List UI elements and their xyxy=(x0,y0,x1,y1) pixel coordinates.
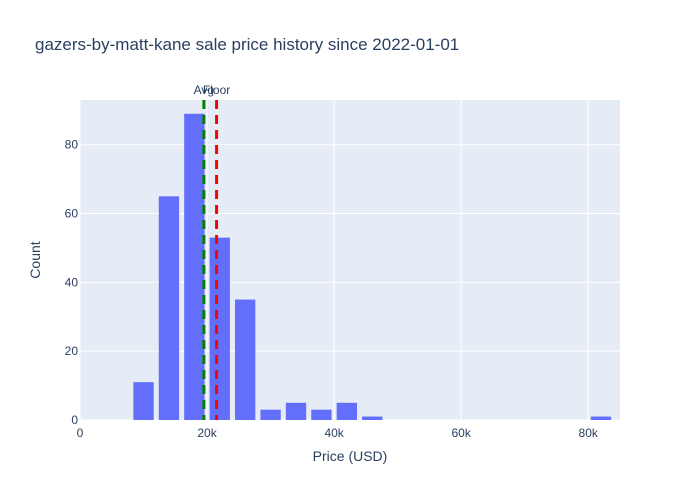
y-tick-label: 80 xyxy=(65,138,79,152)
histogram-bar[interactable] xyxy=(311,409,332,420)
chart-title: gazers-by-matt-kane sale price history s… xyxy=(35,35,459,54)
y-tick-label: 40 xyxy=(65,275,79,289)
bars xyxy=(133,113,612,421)
x-tick-label: 40k xyxy=(324,426,344,440)
x-tick-label: 80k xyxy=(579,426,599,440)
y-tick-label: 60 xyxy=(65,207,79,221)
x-axis-label: Price (USD) xyxy=(313,448,388,464)
x-tick-label: 0 xyxy=(77,426,84,440)
y-tick-label: 20 xyxy=(65,344,79,358)
histogram-bar[interactable] xyxy=(158,196,180,420)
histogram-bar[interactable] xyxy=(336,402,357,420)
histogram-bar[interactable] xyxy=(590,416,612,420)
histogram-bar[interactable] xyxy=(235,299,256,420)
y-axis-label: Count xyxy=(27,241,43,278)
x-tick-label: 20k xyxy=(197,426,217,440)
histogram-bar[interactable] xyxy=(362,416,383,420)
y-tick-label: 0 xyxy=(71,413,78,427)
histogram-bar[interactable] xyxy=(209,237,230,420)
histogram-bar[interactable] xyxy=(285,402,307,420)
histogram-bar[interactable] xyxy=(260,409,281,420)
y-axis-ticks: 0 20 40 60 80 xyxy=(65,138,79,427)
x-tick-label: 60k xyxy=(451,426,471,440)
reference-label-floor: Floor xyxy=(203,83,230,97)
histogram-bar[interactable] xyxy=(133,382,154,420)
x-axis-ticks: 0 20k 40k 60k 80k xyxy=(77,426,599,440)
histogram-bar[interactable] xyxy=(184,113,205,421)
reference-label-avg: Avg xyxy=(194,83,214,97)
